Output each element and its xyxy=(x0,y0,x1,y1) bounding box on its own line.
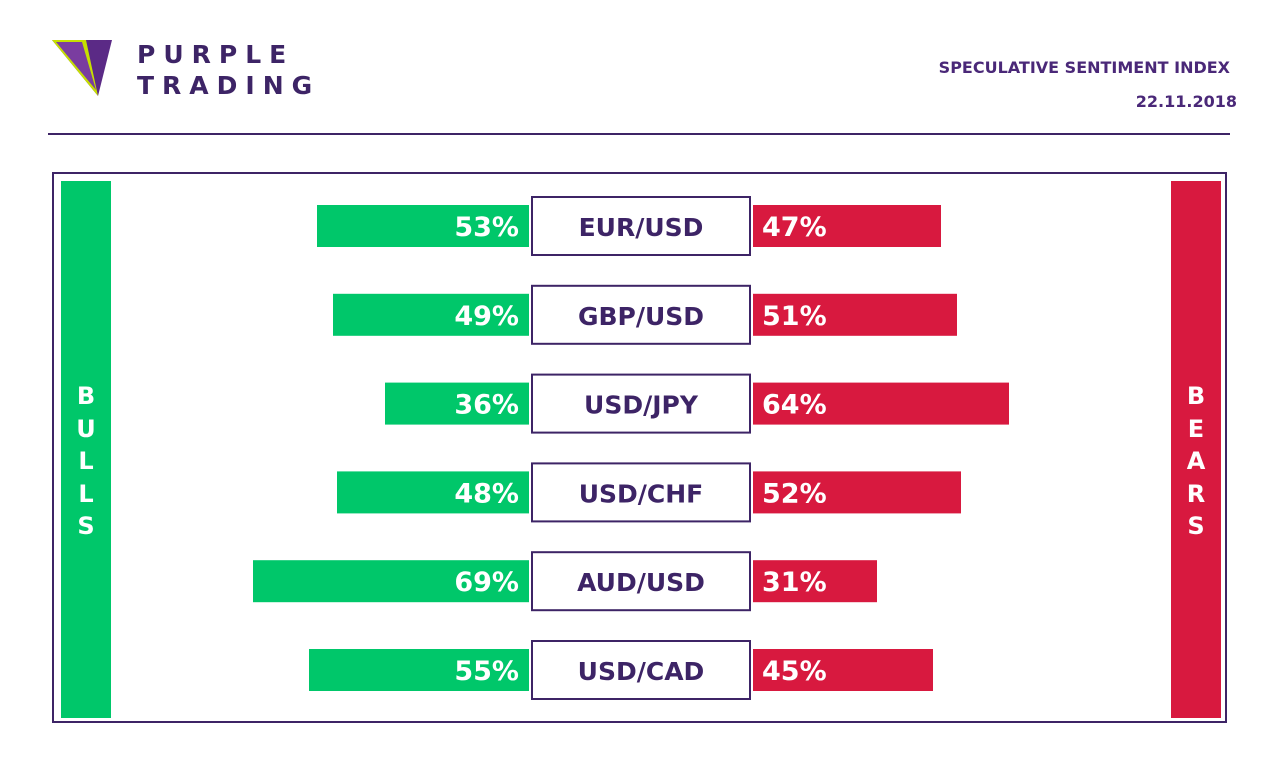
pair-box xyxy=(531,640,751,700)
bull-value-label: 49% xyxy=(454,301,519,332)
pair-label: USD/CAD xyxy=(578,657,705,686)
bull-value-label: 69% xyxy=(454,567,519,598)
purple-trading-logo xyxy=(52,40,112,96)
bull-value-label: 36% xyxy=(454,390,519,421)
chart-frame xyxy=(52,172,1227,723)
bull-value-label: 53% xyxy=(454,212,519,243)
pair-box xyxy=(531,551,751,612)
bull-bar xyxy=(333,293,529,336)
bear-bar xyxy=(753,560,877,603)
pair-box xyxy=(531,196,751,256)
pair-label: USD/CHF xyxy=(579,479,704,508)
bear-value-label: 51% xyxy=(762,301,827,332)
pair-box xyxy=(531,462,751,523)
bear-value-label: 47% xyxy=(762,212,827,243)
bear-value-label: 64% xyxy=(762,390,827,421)
brand-line-2: TRADING xyxy=(137,71,321,100)
pair-label: USD/JPY xyxy=(584,391,699,420)
bear-value-label: 31% xyxy=(762,567,827,598)
bull-value-label: 48% xyxy=(454,478,519,509)
bull-value-label: 55% xyxy=(454,656,519,687)
pair-label: GBP/USD xyxy=(578,302,704,331)
pair-box xyxy=(531,284,751,345)
pair-label: AUD/USD xyxy=(577,568,705,597)
bear-bar xyxy=(753,293,957,336)
bull-bar xyxy=(385,382,529,425)
report-date: 22.11.2018 xyxy=(1135,92,1237,111)
brand-name: PURPLE TRADING xyxy=(137,40,320,102)
pair-box xyxy=(531,373,751,434)
bear-bar xyxy=(753,471,961,514)
bull-bar xyxy=(253,560,529,603)
header-divider xyxy=(48,133,1230,135)
bull-bar xyxy=(317,205,529,247)
pair-label: EUR/USD xyxy=(579,213,704,242)
bear-bar xyxy=(753,382,1009,425)
bear-value-label: 45% xyxy=(762,656,827,687)
bear-bar xyxy=(753,205,941,247)
page-title: SPECULATIVE SENTIMENT INDEX xyxy=(938,58,1230,77)
bull-bar xyxy=(309,649,529,691)
bear-value-label: 52% xyxy=(762,478,827,509)
bear-bar xyxy=(753,649,933,691)
bull-bar xyxy=(337,471,529,514)
brand-line-1: PURPLE xyxy=(137,40,295,69)
